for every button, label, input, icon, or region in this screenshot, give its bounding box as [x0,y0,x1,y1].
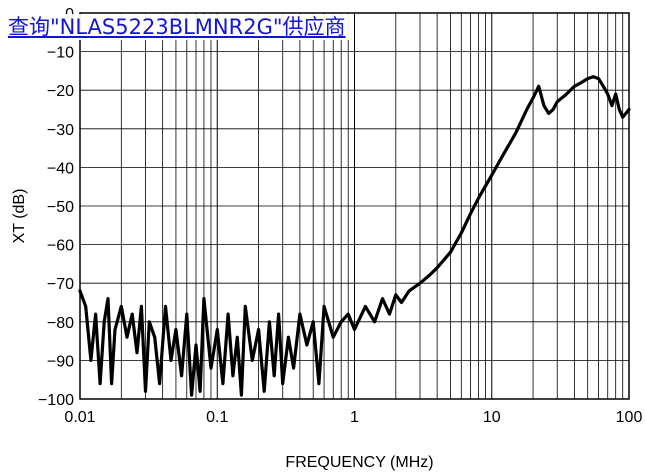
y-tick-label: −20 [47,83,74,100]
x-axis-title: FREQUENCY (MHz) [285,454,433,471]
x-tick-labels: 0.01 0.1 1 10 100 [64,409,642,426]
x-tick-label: 1 [350,409,359,426]
series-line-1 [78,75,631,397]
y-axis-title: XT (dB) [11,189,28,244]
y-tick-label: −80 [47,315,74,332]
plot-frame [79,12,630,400]
y-tick-label: −100 [38,392,74,409]
y-tick-label: −70 [47,276,74,293]
x-tick-label: 0.01 [64,409,95,426]
x-tick-label: 0.1 [206,409,228,426]
y-tick-label: −60 [47,238,74,255]
y-tick-labels: 0−10−20−30−40−50−60−70−80−90−100 [38,6,74,409]
y-tick-label: −10 [47,45,74,62]
supplier-search-link[interactable]: 查询"NLAS5223BLMNR2G"供应商 [7,14,349,40]
x-tick-label: 10 [483,409,501,426]
y-tick-label: −50 [47,199,74,216]
y-tick-label: −90 [47,353,74,370]
y-tick-label: −40 [47,160,74,177]
data-layer [78,75,631,397]
y-tick-label: −30 [47,122,74,139]
x-tick-label: 100 [616,409,643,426]
